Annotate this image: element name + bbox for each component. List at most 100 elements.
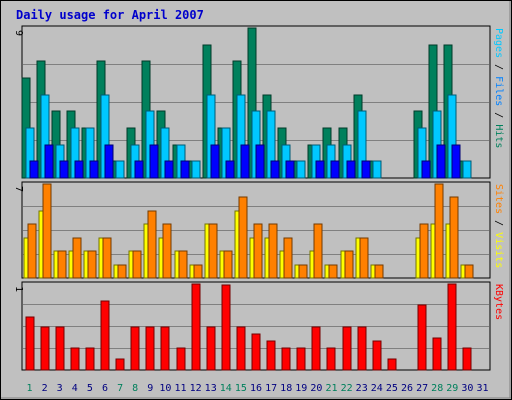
bar-kbytes-day-11 [176,347,186,371]
day-label-8: 8 [132,383,138,394]
bar-sites-day-6 [102,237,112,279]
bar-sites-day-18 [283,237,293,279]
bar-pages-day-22 [346,160,356,179]
bar-kbytes-day-10 [160,326,170,371]
bar-pages-day-2 [44,144,54,179]
day-label-17: 17 [265,383,277,394]
day-label-24: 24 [371,383,383,394]
bar-pages-day-14 [225,160,235,179]
bar-kbytes-day-22 [342,326,352,371]
bar-kbytes-day-21 [326,347,336,371]
bar-files-day-7 [115,160,125,179]
bar-pages-day-20 [315,160,325,179]
legend-label: Sites [493,184,504,214]
bar-pages-day-17 [270,160,280,179]
bar-sites-day-11 [178,250,188,279]
bar-kbytes-day-6 [100,300,110,371]
day-label-29: 29 [446,383,458,394]
bar-files-day-24 [372,160,382,179]
bar-kbytes-day-16 [251,333,261,371]
bar-sites-day-30 [464,264,474,279]
bar-pages-day-10 [164,160,174,179]
legend-label: Hits [493,124,504,148]
bar-pages-day-18 [285,160,295,179]
legend-top: Pages / Files / Hits [493,28,504,148]
bar-kbytes-day-29 [447,283,457,371]
day-label-30: 30 [461,383,473,394]
day-label-10: 10 [159,383,171,394]
day-label-11: 11 [174,383,186,394]
bar-kbytes-day-5 [85,347,95,371]
bar-kbytes-day-4 [70,347,80,371]
bar-sites-day-23 [359,237,369,279]
bar-sites-day-15 [238,196,248,279]
day-label-5: 5 [87,383,93,394]
bar-pages-day-3 [59,160,69,179]
bar-kbytes-day-14 [221,284,231,371]
day-label-20: 20 [310,383,322,394]
bar-sites-day-22 [344,250,354,279]
bar-kbytes-day-19 [296,347,306,371]
bar-pages-day-8 [134,160,144,179]
chart-title: Daily usage for April 2007 [16,8,204,22]
day-label-19: 19 [295,383,307,394]
bar-kbytes-day-30 [462,347,472,371]
legend-label: / [493,106,504,124]
day-label-27: 27 [416,383,428,394]
legend-mid: Sites / Visits [493,184,504,268]
bar-pages-day-4 [74,160,84,179]
legend-label: Visits [493,232,504,268]
bar-sites-day-1 [27,223,37,279]
bar-files-day-30 [462,160,472,179]
bar-pages-day-29 [451,144,461,179]
bar-pages-day-21 [330,160,340,179]
panel-hits-files-pages: 9 Pages / Files / Hits [13,25,504,179]
bar-sites-day-12 [193,264,203,279]
panel-visits-sites: 7 Sites / Visits [13,181,504,279]
bar-pages-day-1 [29,160,39,179]
bar-kbytes-day-28 [432,337,442,371]
bar-kbytes-day-8 [130,326,140,371]
bar-sites-day-20 [313,223,323,279]
day-label-18: 18 [280,383,292,394]
bar-kbytes-day-13 [206,326,216,371]
bar-sites-day-2 [42,183,52,279]
bar-sites-day-10 [162,223,172,279]
bar-pages-day-23 [361,160,371,179]
bar-sites-day-21 [328,264,338,279]
day-label-3: 3 [57,383,63,394]
bar-sites-day-7 [117,264,127,279]
bar-sites-day-17 [268,223,278,279]
legend-label: / [493,214,504,232]
bar-sites-day-27 [419,223,429,279]
day-label-23: 23 [356,383,368,394]
day-label-12: 12 [190,383,202,394]
scale-label-top: 9 [13,30,24,36]
bar-kbytes-day-2 [40,326,50,371]
day-label-6: 6 [102,383,108,394]
bar-sites-day-9 [147,210,157,279]
legend-label: KBytes [493,284,504,320]
legend-label: Pages [493,28,504,58]
bar-pages-day-27 [421,160,431,179]
day-label-22: 22 [341,383,353,394]
bar-sites-day-28 [434,183,444,279]
panel-kbytes: 1 KBytes [13,281,504,371]
bar-pages-day-6 [104,144,114,179]
bar-sites-day-29 [449,196,459,279]
bar-pages-day-5 [89,160,99,179]
bar-kbytes-day-20 [311,326,321,371]
day-label-14: 14 [220,383,232,394]
bar-sites-day-4 [72,237,82,279]
scale-label-mid: 7 [13,186,24,192]
bar-kbytes-day-17 [266,340,276,371]
bar-kbytes-day-15 [236,326,246,371]
bar-pages-day-16 [255,144,265,179]
bar-kbytes-day-27 [417,304,427,371]
day-label-25: 25 [386,383,398,394]
legend-label: / [493,58,504,76]
bar-kbytes-day-18 [281,347,291,371]
bar-sites-day-3 [57,250,67,279]
bar-pages-day-15 [240,144,250,179]
bar-sites-day-16 [253,223,263,279]
